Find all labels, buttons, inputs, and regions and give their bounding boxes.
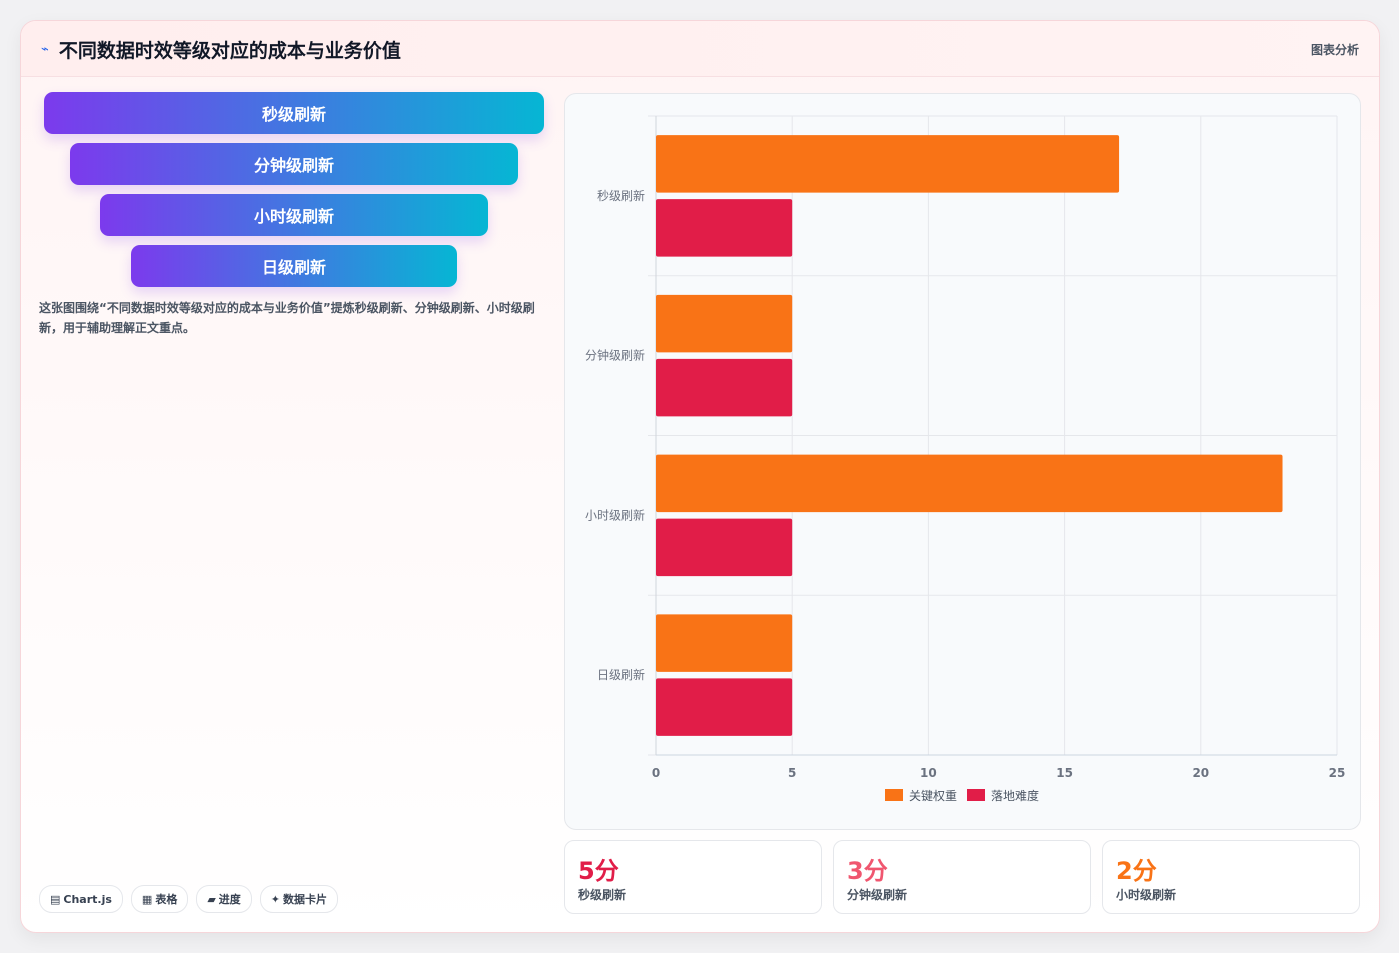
kpi-card-2: 3分 分钟级刷新 (833, 840, 1091, 914)
bar-weight (656, 294, 793, 353)
bar-difficulty (656, 678, 793, 736)
card-header: ⌁ 不同数据时效等级对应的成本与业务价值 图表分析 (21, 21, 1379, 77)
chip-label: 进度 (218, 893, 241, 906)
legend-label: 落地难度 (991, 788, 1039, 803)
table-icon: ▦ (141, 892, 153, 906)
chip-table: ▦ 表格 (130, 885, 189, 913)
kpi-value: 2分 (1116, 857, 1157, 885)
trend-icon: ⌁ (41, 42, 49, 57)
tech-chip-row: ▤ Chart.js ▦ 表格 ▰ 进度 ✦ 数据卡片 (39, 885, 339, 913)
kpi-label: 小时级刷新 (1116, 888, 1177, 902)
funnel-level-3: 小时级刷新 (100, 194, 488, 236)
chart-icon: ▤ (50, 892, 61, 906)
sparkle-icon: ✦ (270, 892, 281, 906)
title-group: ⌁ 不同数据时效等级对应的成本与业务价值 (41, 36, 401, 63)
kpi-value: 5分 (578, 857, 619, 885)
x-tick-label: 0 (652, 766, 660, 780)
chip-label: Chart.js (63, 892, 112, 906)
bar-weight (656, 454, 1283, 513)
header-tag: 图表分析 (1310, 43, 1359, 57)
kpi-card-1: 5分 秒级刷新 (564, 840, 822, 914)
funnel-level-2: 分钟级刷新 (70, 143, 518, 185)
funnel-level-4: 日级刷新 (131, 245, 457, 287)
x-tick-label: 10 (920, 766, 937, 780)
chart-panel: 秒级刷新分钟级刷新小时级刷新日级刷新 0 5 10 15 20 25 关键权重 落地难度 (564, 93, 1361, 830)
kpi-label: 分钟级刷新 (847, 888, 908, 902)
y-tick-label: 秒级刷新 (597, 188, 645, 203)
description-text: 这张图围绕“不同数据时效等级对应的成本与业务价值”提炼秒级刷新、分钟级刷新、小时… (39, 301, 535, 335)
y-tick-label: 分钟级刷新 (585, 348, 645, 363)
x-tick-label: 5 (788, 766, 796, 780)
chip-data-card: ✦ 数据卡片 (259, 885, 339, 913)
progress-icon: ▰ (207, 892, 216, 906)
y-tick-label: 小时级刷新 (585, 507, 645, 522)
y-tick-label: 日级刷新 (597, 667, 645, 682)
bar-difficulty (656, 518, 793, 577)
bar-difficulty (656, 199, 793, 257)
legend-label: 关键权重 (909, 789, 957, 803)
page-title: 不同数据时效等级对应的成本与业务价值 (58, 40, 401, 62)
x-tick-label: 25 (1329, 766, 1346, 780)
chip-label: 表格 (155, 893, 178, 906)
chip-chartjs: ▤ Chart.js (39, 885, 123, 913)
chip-progress: ▰ 进度 (196, 885, 252, 913)
bar-weight (656, 135, 1120, 193)
funnel-level-1: 秒级刷新 (44, 92, 544, 134)
bar-difficulty (656, 358, 793, 417)
kpi-card-3: 2分 小时级刷新 (1102, 840, 1360, 914)
x-tick-label: 15 (1056, 766, 1073, 780)
chip-label: 数据卡片 (283, 893, 328, 906)
legend-swatch (967, 789, 985, 801)
legend-swatch (885, 789, 903, 801)
bar-weight (656, 614, 793, 672)
chart-card: ⌁ 不同数据时效等级对应的成本与业务价值 图表分析 秒级刷新 分钟级刷新 小时级… (20, 20, 1380, 933)
x-tick-label: 20 (1192, 766, 1209, 780)
kpi-label: 秒级刷新 (578, 888, 627, 902)
kpi-value: 3分 (847, 857, 888, 885)
